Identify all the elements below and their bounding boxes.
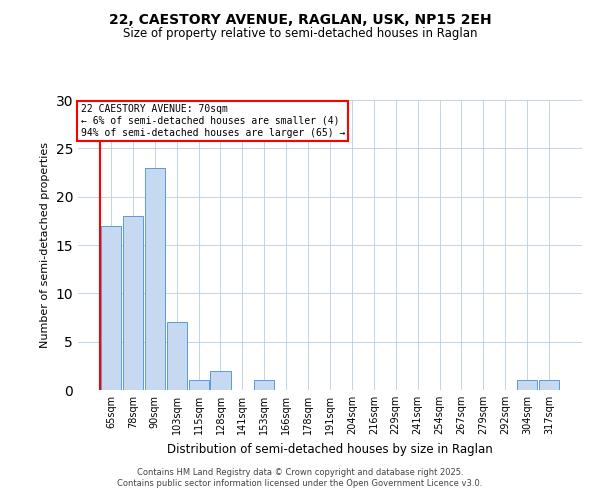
Bar (123, 216, 143, 390)
Text: Contains HM Land Registry data © Crown copyright and database right 2025.
Contai: Contains HM Land Registry data © Crown c… (118, 468, 482, 487)
Text: 22 CAESTORY AVENUE: 70sqm
← 6% of semi-detached houses are smaller (4)
94% of se: 22 CAESTORY AVENUE: 70sqm ← 6% of semi-d… (80, 104, 345, 138)
Bar (539, 380, 559, 390)
Text: Size of property relative to semi-detached houses in Raglan: Size of property relative to semi-detach… (123, 28, 477, 40)
Bar (145, 168, 165, 390)
Bar (517, 380, 537, 390)
Y-axis label: Number of semi-detached properties: Number of semi-detached properties (40, 142, 50, 348)
Bar (167, 322, 187, 390)
Text: 22, CAESTORY AVENUE, RAGLAN, USK, NP15 2EH: 22, CAESTORY AVENUE, RAGLAN, USK, NP15 2… (109, 12, 491, 26)
Bar (188, 380, 209, 390)
X-axis label: Distribution of semi-detached houses by size in Raglan: Distribution of semi-detached houses by … (167, 442, 493, 456)
Bar (254, 380, 274, 390)
Bar (211, 370, 230, 390)
Bar (101, 226, 121, 390)
